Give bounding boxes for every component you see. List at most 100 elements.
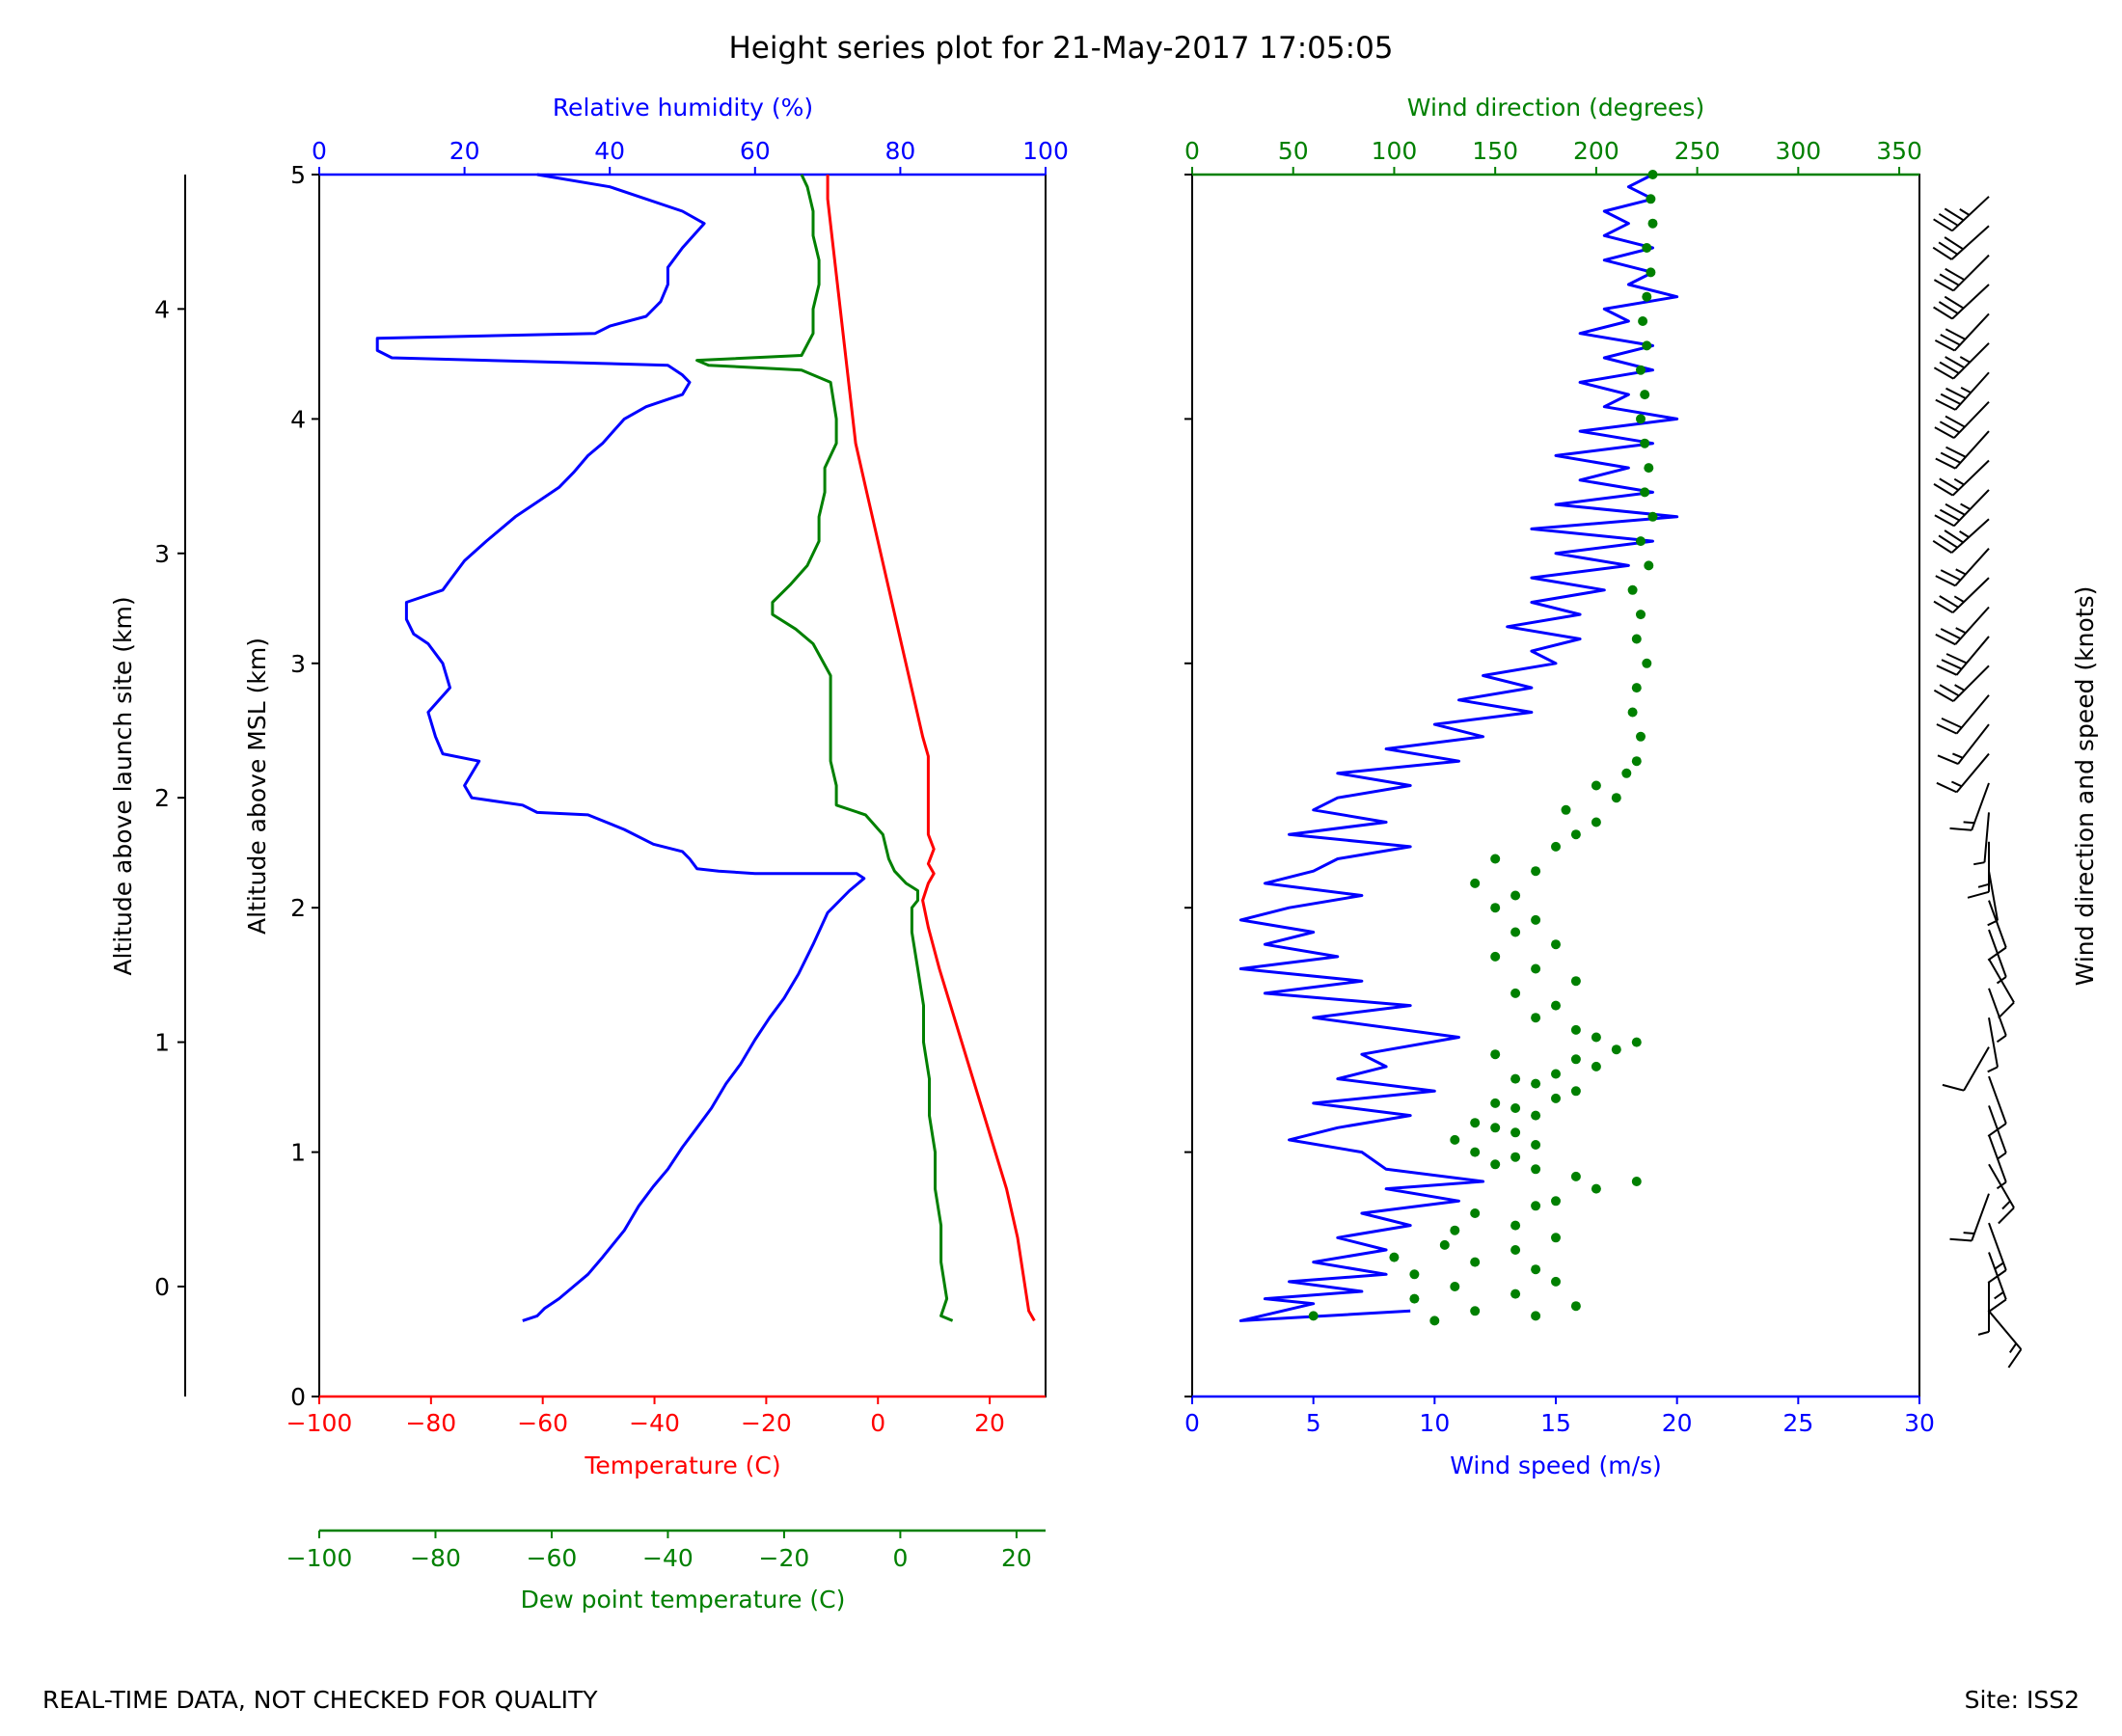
- wind-barb-flag: [1933, 689, 1954, 702]
- wind-direction-axis-label: Wind direction (degrees): [1407, 94, 1704, 122]
- wind-barb-flag: [1940, 451, 1962, 464]
- msl-altitude-tick-label: 3: [290, 650, 306, 678]
- right-panel: Wind speed (m/s) Wind direction (degrees…: [1184, 94, 1935, 1479]
- wind-direction-point: [1591, 817, 1601, 827]
- wind-barb-flag: [1998, 1001, 2015, 1019]
- wind-direction-point: [1551, 1233, 1561, 1243]
- wind-barb-flag: [1987, 946, 2007, 962]
- right-panel-series: [1238, 170, 1679, 1326]
- wind-barb-flag: [1939, 595, 1959, 609]
- wind-direction-point: [1409, 1269, 1420, 1280]
- wind-direction-point: [1621, 768, 1632, 778]
- wind-direction-point: [1644, 560, 1654, 571]
- wind-barb-flag: [1987, 1123, 2007, 1137]
- wind-barb-staff: [1952, 342, 1990, 380]
- wind-direction-point: [1450, 1134, 1460, 1145]
- wind-barb-flag: [1935, 457, 1956, 470]
- wind-barb-half-flag: [1959, 208, 1971, 216]
- wind-barb-flag: [1933, 279, 1954, 292]
- msl-altitude-axis-label: Altitude above MSL (km): [243, 637, 271, 935]
- wind-barb-staff: [1951, 577, 1990, 613]
- wind-direction-point: [1510, 890, 1521, 901]
- temperature-tick-label: −100: [286, 1409, 353, 1437]
- wind-direction-point: [1450, 1225, 1460, 1235]
- wind-barb-staff: [1951, 459, 1990, 497]
- wind-direction-point: [1640, 390, 1650, 400]
- wind-direction-point: [1638, 316, 1648, 326]
- wind-barb-staff: [1954, 430, 1990, 470]
- wind-barb-half-flag: [1996, 976, 2007, 985]
- wind-direction-point: [1636, 610, 1646, 620]
- wind-direction-point: [1531, 1110, 1541, 1121]
- wind-direction-tick-label: 250: [1674, 137, 1721, 165]
- temperature-profile-line: [826, 175, 1036, 1322]
- wind-barb-flag: [1938, 534, 1958, 549]
- wind-barb-flag: [1938, 212, 1959, 227]
- wind-barb-flag: [1933, 218, 1953, 232]
- wind-barb-half-flag: [1994, 1261, 2004, 1270]
- wind-direction-point: [1611, 1044, 1621, 1055]
- wind-barb-flag: [1945, 356, 1965, 369]
- wind-barb-flag: [1934, 339, 1955, 352]
- msl-altitude-tick-label: 0: [290, 1383, 306, 1411]
- wind-barb-staff: [1963, 1046, 1990, 1092]
- wind-direction-tick-label: 150: [1472, 137, 1518, 165]
- wind-barb-half-flag: [1977, 1330, 1990, 1336]
- wind-barb-flag: [1944, 207, 1965, 222]
- wind-barb-half-flag: [1987, 1066, 1999, 1073]
- wind-barb-flag: [1938, 241, 1958, 256]
- humidity-profile-line: [375, 173, 866, 1322]
- wind-barb-half-flag: [1960, 387, 1972, 393]
- dewpoint-profile-line: [695, 174, 954, 1322]
- wind-direction-tick-label: 350: [1876, 137, 1922, 165]
- wind-barb-half-flag: [1954, 684, 1965, 692]
- wind-barb-half-flag: [1955, 568, 1967, 576]
- wind-barb-half-flag: [1952, 752, 1964, 759]
- wind-direction-point: [1551, 1000, 1561, 1011]
- wind-direction-point: [1389, 1252, 1400, 1262]
- wind-direction-point: [1490, 1049, 1501, 1060]
- wind-barb-flag: [1937, 754, 1959, 766]
- wind-barb-staff: [1957, 723, 1990, 765]
- wind-barb-flag: [1934, 426, 1955, 439]
- wind-direction-point: [1642, 340, 1652, 351]
- launch-site-altitude-tick-label: 4: [154, 295, 170, 323]
- wind-barb-staff: [1950, 518, 1990, 554]
- wind-direction-point: [1551, 1196, 1561, 1207]
- wind-barb-staff: [1983, 812, 1990, 863]
- wind-barb-flag: [1987, 1298, 2007, 1314]
- wind-barb-staff: [1988, 988, 2007, 1037]
- wind-barb-flag: [1941, 659, 1963, 670]
- wind-barb-staff: [1988, 1017, 1999, 1068]
- wind-barb-half-flag: [2008, 1343, 2018, 1353]
- dewpoint-tick-label: −20: [759, 1544, 810, 1572]
- wind-direction-point: [1510, 1245, 1521, 1255]
- quality-note: REAL-TIME DATA, NOT CHECKED FOR QUALITY: [42, 1686, 598, 1714]
- wind-barb-half-flag: [1960, 502, 1971, 510]
- wind-direction-point: [1570, 976, 1581, 987]
- dewpoint-tick-label: 20: [1001, 1544, 1032, 1572]
- left-panel-ticks: −100 −80 −60 −40 −20 0 200 20 40 60 80 100−100 −80 −6…: [154, 137, 1069, 1572]
- wind-direction-point: [1636, 414, 1646, 424]
- wind-direction-point: [1510, 927, 1521, 937]
- launch-site-altitude-axis-label: Altitude above launch site (km): [109, 596, 137, 975]
- wind-barb-half-flag: [1996, 1152, 2007, 1160]
- wind-direction-point: [1510, 1288, 1521, 1299]
- wind-barb-flag: [1935, 634, 1956, 646]
- wind-direction-point: [1470, 1257, 1481, 1267]
- wind-barb-staff: [1951, 196, 1990, 232]
- humidity-tick-label: 60: [740, 137, 771, 165]
- wind-direction-point: [1470, 1147, 1481, 1157]
- wind-barb-staff: [1971, 782, 1990, 831]
- wind-barb-flag: [1945, 446, 1967, 458]
- wind-barb-flag: [1940, 628, 1962, 640]
- wind-barb-flag: [1933, 306, 1953, 320]
- wind-barbs: [1932, 196, 2023, 1369]
- wind-direction-point: [1551, 1093, 1561, 1103]
- wind-barb-half-flag: [2001, 1200, 2011, 1210]
- wind-direction-point: [1591, 780, 1601, 791]
- wind-barb-flag: [1935, 398, 1956, 411]
- left-panel: Temperature (C) Relative humidity (%) De…: [109, 94, 1069, 1614]
- wind-direction-point: [1640, 487, 1650, 498]
- wind-barb-half-flag: [1955, 627, 1967, 635]
